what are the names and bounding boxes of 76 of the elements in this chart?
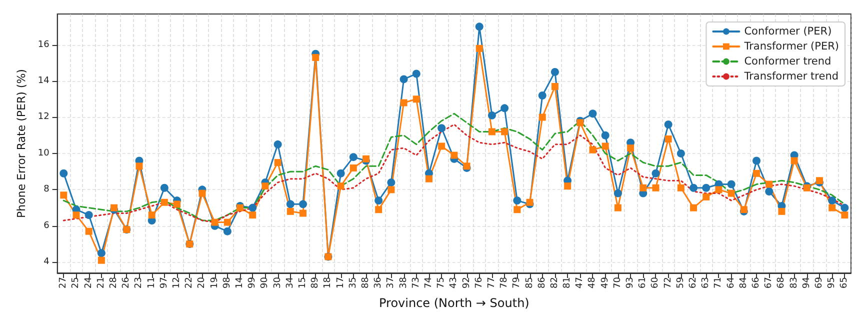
x-tick-label: 22	[184, 277, 195, 288]
x-tick-label: 99	[248, 276, 258, 288]
x-tick-label: 81	[562, 277, 573, 288]
x-tick-label: 43	[449, 277, 460, 288]
x-tick-label: 92	[462, 277, 472, 288]
x-tick-label: 84	[738, 276, 749, 288]
x-tick-label: 70	[612, 276, 623, 288]
x-tick-label: 71	[714, 277, 724, 288]
y-tick-label: 10	[38, 148, 50, 158]
x-tick-label: 35	[348, 277, 358, 288]
x-tick-label: 67	[764, 277, 774, 288]
x-tick-label: 93	[626, 277, 636, 288]
x-tick-label: 18	[323, 276, 334, 288]
x-tick-label: 61	[638, 277, 648, 288]
x-tick-label: 48	[588, 276, 598, 288]
y-tick-label: 8	[44, 184, 50, 195]
x-tick-label: 76	[474, 276, 484, 288]
x-tick-label: 38	[398, 276, 409, 288]
x-tick-label: 65	[840, 277, 850, 288]
y-tick-label: 6	[44, 220, 50, 231]
x-tick-label: 88	[360, 276, 371, 288]
x-tick-label: 27	[58, 277, 69, 288]
x-tick-label: 94	[802, 276, 812, 288]
legend-label: Transformer (PER)	[743, 40, 840, 52]
x-tick-label: 20	[197, 276, 208, 288]
x-tick-label: 86	[537, 276, 548, 288]
x-tick-label: 21	[96, 277, 106, 288]
x-tick-label: 74	[424, 276, 434, 288]
x-tick-label: 62	[688, 277, 699, 288]
x-tick-label: 90	[260, 276, 270, 288]
y-tick-label: 14	[38, 76, 50, 86]
x-tick-label: 19	[210, 276, 220, 288]
y-tick-label: 16	[38, 40, 50, 50]
x-tick-label: 68	[776, 276, 787, 288]
x-tick-label: 30	[272, 276, 283, 288]
x-tick-label: 72	[663, 277, 674, 288]
legend-label: Conformer (PER)	[744, 26, 832, 38]
x-tick-label: 15	[298, 277, 308, 288]
x-tick-label: 25	[71, 277, 82, 288]
x-tick-label: 69	[814, 276, 825, 288]
x-tick-label: 59	[676, 276, 686, 288]
x-tick-label: 95	[827, 277, 838, 288]
x-tick-label: 49	[600, 276, 610, 288]
x-tick-label: 23	[134, 277, 144, 288]
x-tick-label: 63	[701, 277, 712, 288]
y-tick-label: 12	[38, 112, 50, 122]
x-axis-title: Province (North → South)	[378, 296, 530, 310]
x-tick-label: 79	[512, 276, 522, 288]
x-tick-label: 11	[146, 277, 157, 288]
x-tick-label: 89	[310, 276, 321, 288]
x-tick-label: 85	[524, 277, 535, 288]
legend-label: Conformer trend	[744, 56, 832, 68]
y-tick-label: 4	[44, 257, 50, 268]
x-tick-label: 37	[386, 277, 396, 288]
x-tick-label: 64	[726, 276, 736, 288]
x-tick-label: 34	[285, 276, 296, 288]
x-tick-label: 98	[222, 276, 232, 288]
x-tick-label: 82	[550, 277, 560, 288]
x-tick-label: 36	[374, 276, 384, 288]
x-tick-label: 47	[575, 277, 586, 288]
x-tick-label: 97	[159, 277, 170, 288]
x-tick-label: 66	[752, 276, 762, 288]
x-tick-label: 24	[84, 276, 94, 288]
x-tick-label: 14	[235, 276, 246, 288]
legend-label: Transformer trend	[743, 70, 839, 82]
x-tick-label: 60	[650, 276, 661, 288]
y-axis-title: Phone Error Rate (PER) (%)	[15, 69, 28, 218]
x-tick-label: 12	[172, 277, 182, 288]
x-tick-label: 17	[336, 277, 346, 288]
x-tick-label: 75	[436, 277, 447, 288]
x-tick-label: 83	[789, 277, 800, 288]
x-tick-label: 26	[122, 276, 132, 288]
x-tick-label: 77	[486, 277, 497, 288]
x-tick-label: 73	[411, 277, 422, 288]
x-tick-label: 78	[500, 276, 510, 288]
x-tick-label: 28	[109, 276, 120, 288]
